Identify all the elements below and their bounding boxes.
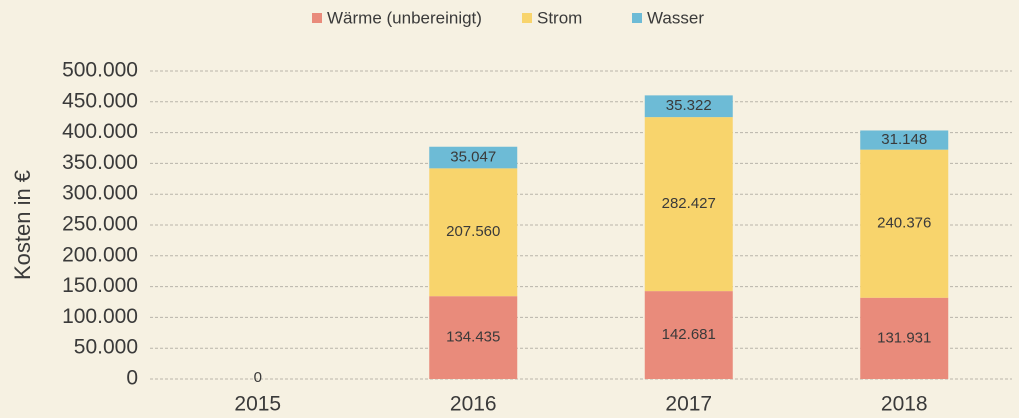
data-label: 282.427: [662, 195, 716, 212]
y-tick-label: 450.000: [62, 89, 138, 112]
x-tick-label: 2015: [234, 393, 281, 416]
data-label: 0: [254, 369, 262, 386]
bar-segment: [429, 146, 518, 169]
legend-label: Strom: [537, 8, 582, 27]
data-label: 35.322: [666, 97, 712, 114]
bar-segment: [429, 168, 518, 297]
data-label: 142.681: [662, 326, 716, 343]
y-tick-label: 300.000: [62, 182, 138, 205]
bar-segment: [429, 296, 518, 379]
bar-segment: [860, 130, 949, 150]
y-tick-label: 500.000: [62, 59, 138, 82]
data-label: 31.148: [881, 131, 927, 148]
legend-label: Wasser: [647, 8, 704, 27]
data-label: 131.931: [877, 329, 931, 346]
y-tick-label: 200.000: [62, 243, 138, 266]
x-tick-label: 2018: [881, 393, 928, 416]
bar-segment: [644, 291, 733, 379]
y-tick-label: 0: [126, 367, 138, 390]
data-label: 240.376: [877, 215, 931, 232]
bar-segment: [860, 149, 949, 298]
y-axis-title: Kosten in €: [10, 170, 35, 280]
data-label: 207.560: [446, 223, 500, 240]
y-tick-label: 150.000: [62, 274, 138, 297]
y-tick-label: 100.000: [62, 305, 138, 328]
y-tick-label: 400.000: [62, 120, 138, 143]
x-tick-label: 2017: [665, 393, 712, 416]
legend-swatch: [312, 13, 322, 23]
bar-segment: [644, 117, 733, 292]
legend-label: Wärme (unbereinigt): [327, 8, 482, 27]
data-label: 134.435: [446, 329, 500, 346]
y-tick-label: 250.000: [62, 213, 138, 236]
data-label: 35.047: [450, 149, 496, 166]
legend-swatch: [522, 13, 532, 23]
bar-segment: [860, 297, 949, 379]
legend-swatch: [632, 13, 642, 23]
y-tick-label: 50.000: [74, 336, 138, 359]
y-tick-label: 350.000: [62, 151, 138, 174]
bar-segment: [644, 95, 733, 118]
x-tick-label: 2016: [450, 393, 497, 416]
